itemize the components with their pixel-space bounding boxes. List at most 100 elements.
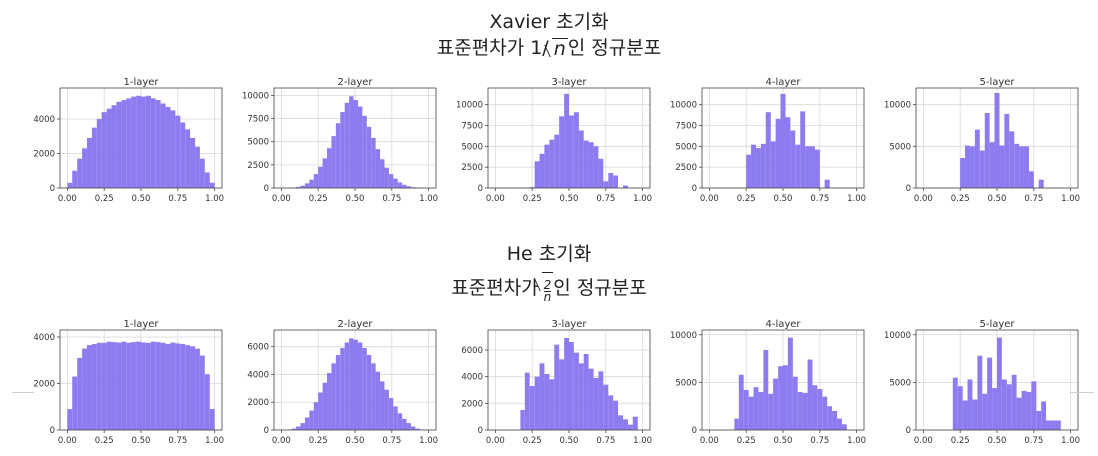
- histogram-bar: [116, 101, 122, 188]
- chart-title: 4-layer: [765, 319, 801, 330]
- chart-title: 2-layer: [337, 319, 373, 330]
- y-tick-label: 2500: [461, 163, 483, 173]
- histogram-bar: [982, 393, 988, 430]
- histogram-bar: [209, 409, 215, 430]
- histogram-bar: [406, 186, 411, 188]
- x-tick-label: 0.00: [272, 436, 291, 446]
- histogram-bar: [340, 112, 345, 188]
- histogram-bar: [150, 341, 156, 430]
- histogram-bar: [160, 103, 166, 188]
- y-tick-label: 4000: [33, 333, 55, 343]
- histogram-bar: [554, 134, 560, 188]
- histogram-bar: [1023, 146, 1029, 188]
- histogram-bar: [344, 102, 350, 188]
- chart-title: 2-layer: [337, 77, 373, 88]
- histogram-bar: [357, 342, 363, 430]
- histogram-bar: [96, 119, 102, 188]
- histogram-bar: [802, 392, 808, 430]
- histogram-bar: [131, 96, 137, 188]
- histogram-bar: [195, 348, 200, 430]
- histogram-bar: [748, 396, 754, 430]
- histogram-bar: [415, 428, 420, 430]
- histogram-bar: [393, 178, 398, 188]
- histogram-bar: [529, 386, 535, 430]
- histogram-bar: [960, 158, 966, 188]
- histogram-bar: [569, 115, 574, 188]
- histogram-bar: [603, 384, 609, 430]
- histogram-bar: [768, 393, 774, 430]
- histogram-bar: [185, 129, 191, 188]
- y-tick-label: 10000: [884, 101, 911, 111]
- y-tick-label: 5000: [675, 142, 697, 152]
- xavier-title: Xavier 초기화: [489, 11, 609, 33]
- histogram-bar: [841, 424, 847, 430]
- histogram-bar: [116, 342, 122, 430]
- histogram-bar: [783, 365, 788, 430]
- histogram-bar: [82, 148, 87, 188]
- x-tick-label: 0.25: [951, 436, 970, 446]
- histogram-bar: [957, 386, 963, 430]
- he-1-layer-histogram: 1-layer 0.00 0.25 0.50 0.75 1.00 0 2000 4000: [33, 319, 224, 446]
- xavier-5-layer-histogram: 5-layer 0.00 0.25 0.50 0.75 1.00 0 5000 10000: [884, 77, 1080, 204]
- histogram-bar: [141, 342, 146, 430]
- histogram-bar: [822, 396, 828, 430]
- histogram-bar: [357, 106, 363, 188]
- plot-frame: [701, 329, 865, 431]
- y-tick-label: 7500: [247, 115, 269, 125]
- histogram-bar: [1051, 420, 1056, 430]
- x-tick-label: 0.00: [486, 436, 505, 446]
- y-tick-label: 0: [906, 426, 911, 436]
- y-tick-label: 2000: [33, 150, 55, 160]
- x-tick-label: 0.75: [810, 436, 829, 446]
- histogram-bar: [1038, 179, 1044, 188]
- chart-title: 3-layer: [551, 77, 587, 88]
- histogram-bar: [402, 418, 407, 430]
- histogram-bar: [1036, 410, 1042, 430]
- x-tick-label: 1.00: [205, 436, 224, 446]
- histogram-bar: [362, 115, 367, 188]
- histogram-bar: [812, 385, 818, 430]
- y-tick-label: 10000: [670, 101, 697, 111]
- histogram-bar: [807, 359, 813, 430]
- plot-frame: [273, 87, 437, 189]
- histogram-bar: [322, 158, 328, 188]
- histogram-bar: [984, 113, 990, 188]
- histogram-bar: [160, 342, 166, 430]
- histogram-bar: [67, 409, 73, 430]
- histogram-bar: [304, 183, 310, 188]
- x-tick-label: 0.75: [596, 194, 615, 204]
- y-tick-label: 2000: [33, 379, 55, 389]
- histogram-bar: [603, 181, 609, 188]
- histogram-bar: [588, 368, 594, 430]
- histogram-bar: [805, 146, 810, 188]
- histogram-bar: [765, 112, 771, 188]
- histogram-bar: [335, 355, 341, 430]
- histogram-bar: [775, 118, 781, 188]
- histogram-bar: [300, 423, 305, 430]
- histogram-bar: [397, 182, 403, 188]
- x-tick-label: 0.75: [596, 436, 615, 446]
- histogram-bar: [559, 116, 565, 188]
- plot-frame: [59, 87, 223, 189]
- histogram-bar: [318, 392, 323, 430]
- histogram-bar: [111, 342, 117, 430]
- xavier-3-layer-histogram: 3-layer 0.00 0.25 0.50 0.75 1.00 0 2500 5000 7500…: [456, 77, 652, 204]
- he-subtitle-prefix: 표준편차가: [451, 276, 539, 299]
- x-tick-label: 0.50: [774, 194, 793, 204]
- histogram-bar: [632, 416, 638, 430]
- histogram-bar: [623, 419, 628, 430]
- y-tick-label: 0: [692, 184, 697, 194]
- histogram-bar: [335, 123, 341, 188]
- histogram-bar: [1009, 131, 1015, 188]
- frac-denominator: n: [543, 290, 552, 304]
- histogram-bar: [578, 130, 584, 188]
- x-tick-label: 0.50: [346, 436, 365, 446]
- chart-title: 3-layer: [551, 319, 587, 330]
- histogram-bar: [340, 348, 345, 430]
- chart-title: 1-layer: [123, 319, 159, 330]
- x-tick-label: 1.00: [1061, 194, 1080, 204]
- histogram-bar: [1001, 379, 1007, 430]
- histogram-bar: [131, 342, 137, 430]
- histogram-bar: [549, 139, 555, 188]
- histogram-bar: [529, 187, 535, 188]
